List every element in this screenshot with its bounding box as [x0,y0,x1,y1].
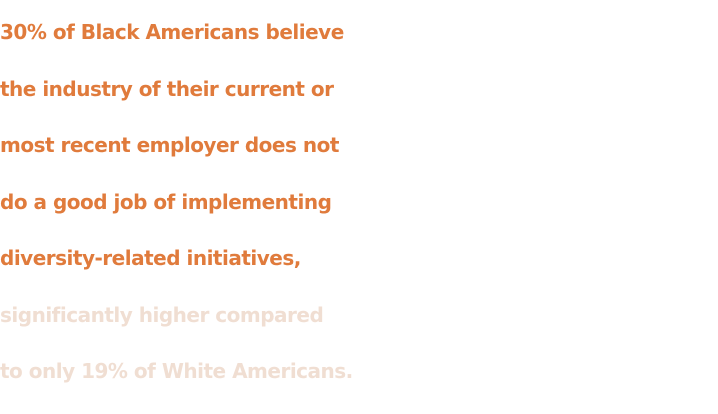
statement-line-3: most recent employer does not [0,133,339,157]
statement-line-5: diversity-related initiatives, [0,246,301,270]
statement-line-2: the industry of their current or [0,76,334,101]
statement-line-6: significantly higher compared [0,302,324,327]
statistic-statement: 30% of Black Americans believe the indus… [0,4,718,400]
statement-line-4: do a good job of implementing [0,189,332,214]
statement-line-1: 30% of Black Americans believe [0,20,344,44]
statement-line-7: to only 19% of White Americans. [0,359,353,383]
